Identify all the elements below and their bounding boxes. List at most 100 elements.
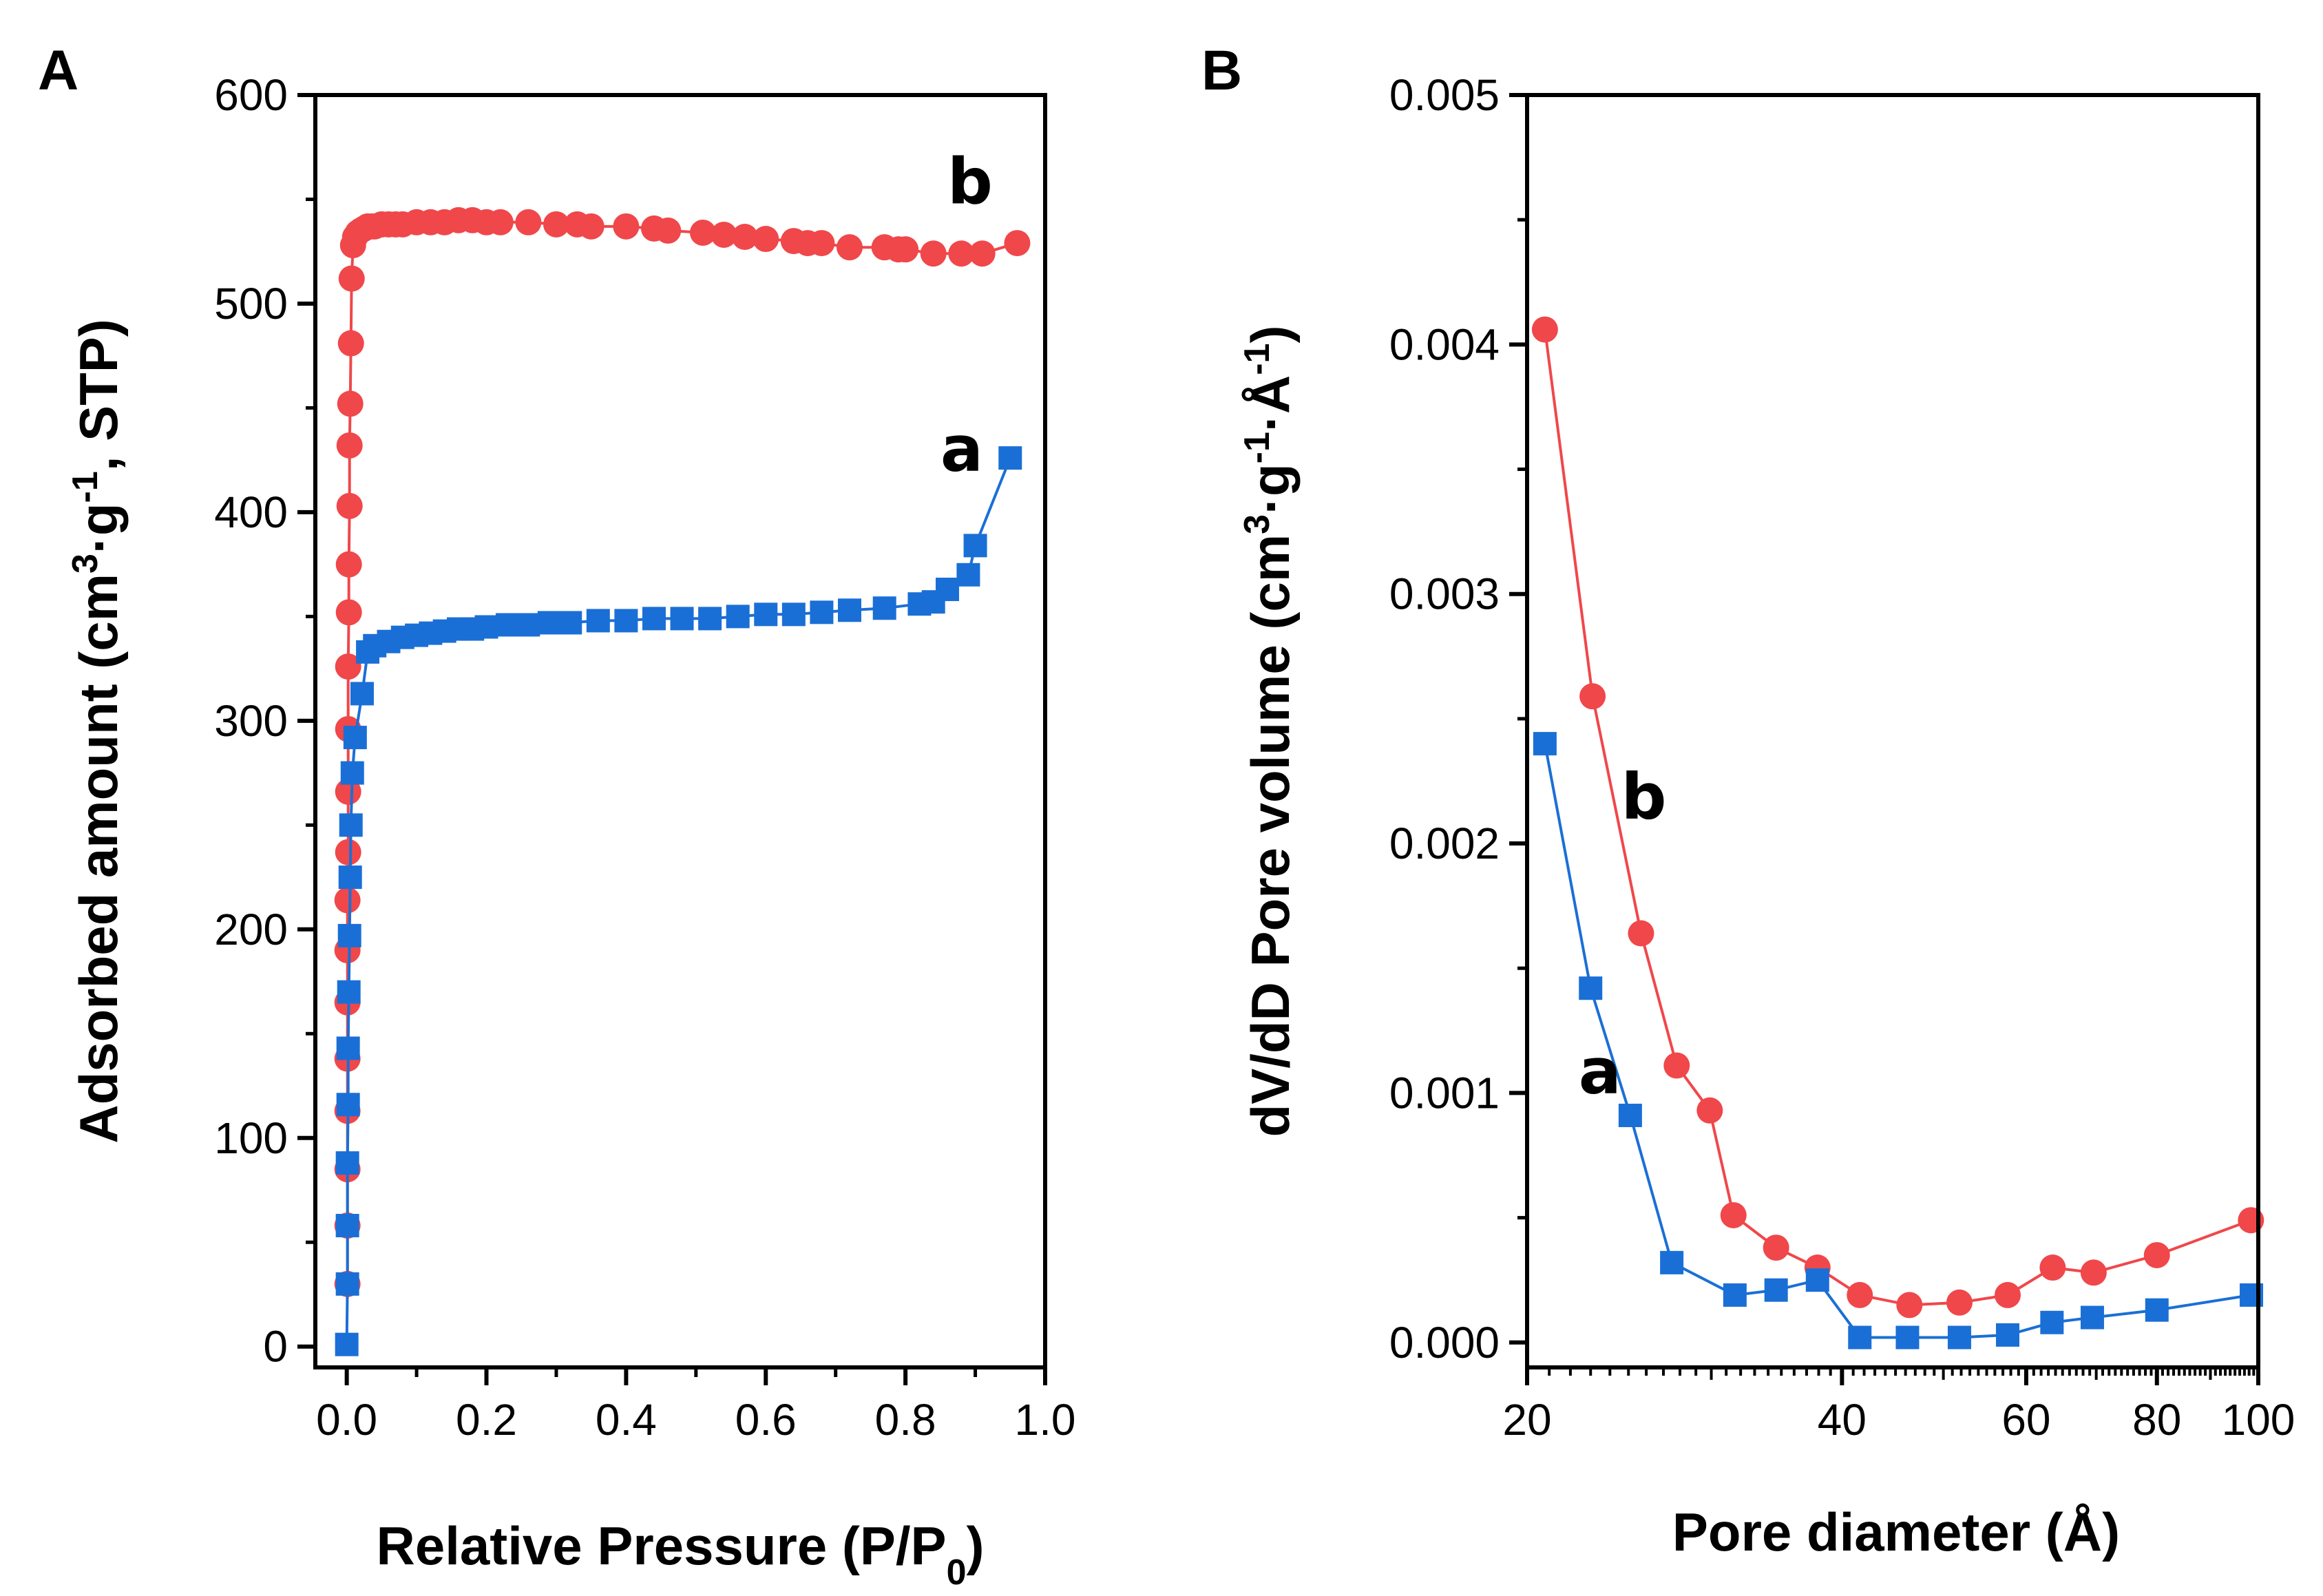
series-a-point — [963, 534, 987, 558]
series-b-point — [335, 778, 361, 805]
x-tick-label: 60 — [2001, 1395, 2050, 1445]
series-a-label: a — [1579, 1034, 1621, 1108]
panel-a-letter: A — [38, 39, 78, 102]
series-b-point — [335, 599, 362, 626]
series-b-label: b — [947, 145, 993, 219]
series-b-point — [2039, 1254, 2066, 1281]
series-b-point — [336, 432, 363, 459]
series-a-point — [335, 1213, 359, 1237]
series-a-point — [956, 563, 980, 587]
series-a-point — [810, 600, 834, 624]
series-a-point — [698, 607, 722, 631]
x-tick-label: 0.4 — [596, 1395, 657, 1445]
series-b-point — [1896, 1292, 1923, 1319]
y-tick-label: 0.003 — [1389, 569, 1500, 619]
series-b-point — [338, 265, 365, 292]
y-tick-label: 600 — [214, 70, 288, 120]
series-b-point — [1763, 1235, 1789, 1261]
series-a-point — [558, 611, 582, 635]
series-a-point — [1660, 1250, 1684, 1274]
series-b-point — [1696, 1097, 1723, 1124]
series-a-point — [537, 611, 561, 635]
y-tick-label: 0.004 — [1389, 319, 1500, 369]
panel-a-ticks: 0 100 200 300 400 500 600 0.0 0.2 0.4 0.6 0.8 1.0 — [214, 70, 1075, 1445]
series-a-point — [343, 726, 367, 750]
series-b-point — [335, 653, 361, 680]
series-a-point — [336, 1036, 360, 1060]
series-a-point — [1895, 1325, 1920, 1350]
series-a-point — [350, 682, 374, 706]
series-b-point — [335, 551, 362, 578]
series-b-point — [1628, 920, 1654, 947]
panel-a-series-a — [335, 446, 1022, 1356]
series-a-point — [726, 605, 750, 629]
x-tick-label: 40 — [1818, 1395, 1867, 1445]
series-b-point — [808, 230, 835, 257]
series-b-point — [1946, 1289, 1973, 1316]
series-a-point — [1723, 1283, 1747, 1307]
series-a-point — [754, 602, 778, 627]
series-b-point — [2143, 1241, 2170, 1268]
series-b-point — [1847, 1281, 1873, 1308]
series-b-label: b — [1621, 760, 1667, 834]
series-a-point — [1618, 1104, 1642, 1128]
panel-b-letter: B — [1201, 39, 1242, 102]
panel-b-plot-frame — [1525, 93, 2260, 1369]
series-a-point — [337, 923, 361, 947]
series-a-point — [516, 613, 540, 637]
series-b-point — [969, 240, 996, 267]
series-b-point — [753, 226, 779, 253]
series-b-point — [920, 240, 947, 267]
series-a-point — [1579, 976, 1603, 1000]
y-tick-label: 0.005 — [1389, 70, 1500, 120]
series-a-point — [339, 813, 363, 837]
panel-b: B 0.000 0.001 0.002 0.003 0.004 0.005 20 40 60 80… — [1201, 39, 2295, 1562]
series-a-point — [2145, 1298, 2169, 1322]
x-tick-label: 20 — [1502, 1395, 1551, 1445]
series-b-line — [1543, 329, 2252, 1307]
series-a-point — [586, 609, 610, 633]
series-a-line — [345, 457, 1012, 1345]
y-tick-label: 0.002 — [1389, 819, 1500, 868]
x-tick-label: 0.8 — [875, 1395, 936, 1445]
series-b-point — [836, 234, 863, 261]
x-tick-label: 100 — [2222, 1395, 2295, 1445]
panel-a-series-labels: ab — [940, 145, 993, 486]
series-b-point — [335, 839, 361, 865]
x-tick-label: 1.0 — [1015, 1395, 1076, 1445]
series-b-point — [515, 209, 542, 235]
series-a-point — [2080, 1305, 2104, 1330]
series-a-point — [614, 609, 638, 633]
series-a-point — [670, 607, 694, 631]
series-b-point — [1579, 683, 1606, 710]
series-a-point — [337, 980, 361, 1004]
series-b-point — [543, 211, 569, 238]
series-b-point — [337, 390, 364, 417]
series-a-point — [935, 577, 959, 601]
y-tick-label: 300 — [214, 696, 288, 746]
series-b-point — [655, 217, 682, 244]
panel-a-y-axis-title: Adsorbed amount (cm3·g-1, STP) — [65, 319, 129, 1144]
series-a-point — [1995, 1323, 2019, 1347]
x-tick-label: 0.6 — [735, 1395, 797, 1445]
panel-a-plot-frame — [313, 93, 1047, 1369]
panel-b-x-axis-title: Pore diameter (Å) — [1672, 1502, 2120, 1562]
series-a-point — [837, 598, 861, 622]
series-a-point — [336, 1093, 360, 1117]
series-a-point — [1764, 1278, 1788, 1302]
series-a-point — [338, 865, 362, 890]
x-tick-label: 0.2 — [456, 1395, 517, 1445]
series-a-point — [1947, 1325, 1971, 1350]
series-b-point — [711, 221, 737, 248]
series-a-point — [1533, 732, 1557, 756]
x-tick-label: 80 — [2132, 1395, 2181, 1445]
series-b-point — [892, 236, 919, 263]
series-b-point — [613, 213, 640, 240]
y-tick-label: 500 — [214, 279, 288, 328]
series-a-point — [335, 1151, 359, 1175]
series-b-point — [337, 330, 364, 357]
series-b-point — [948, 240, 975, 267]
series-b-point — [578, 213, 605, 240]
series-a-point — [2040, 1310, 2064, 1334]
